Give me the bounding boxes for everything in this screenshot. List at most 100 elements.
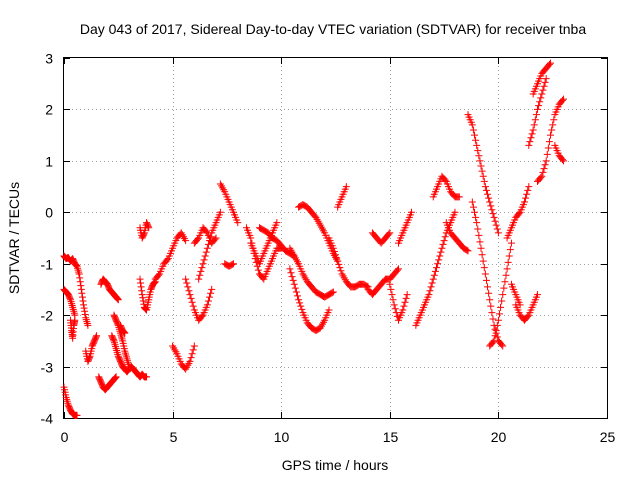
- data-point: [560, 157, 568, 165]
- data-point-interp: [189, 346, 197, 354]
- data-point-interp: [493, 321, 501, 329]
- data-point: [386, 280, 394, 288]
- data-point-interp: [68, 300, 76, 308]
- data-marks: [60, 59, 568, 419]
- data-point-interp: [478, 167, 486, 175]
- data-point: [212, 234, 220, 242]
- data-point: [186, 291, 194, 299]
- axis-ticks: [64, 58, 608, 419]
- data-point-interp: [83, 318, 91, 326]
- data-point: [295, 296, 303, 304]
- series-arc04: [67, 316, 79, 342]
- data-point-interp: [336, 264, 344, 272]
- data-point-interp: [337, 267, 345, 275]
- x-tick-label: 15: [383, 429, 399, 445]
- data-point-interp: [491, 325, 499, 333]
- data-point-interp: [500, 284, 508, 292]
- data-point-interp: [113, 347, 121, 354]
- x-tick-labels: 0 5 10 15 20 25: [61, 429, 616, 445]
- data-point-interp: [363, 282, 371, 290]
- data-point-interp: [333, 254, 341, 262]
- series-arc09: [108, 332, 151, 381]
- data-point-interp: [426, 287, 434, 295]
- series-arc01: [60, 383, 81, 419]
- series-arc12: [136, 219, 153, 242]
- data-point-interp: [287, 269, 295, 277]
- data-point: [538, 172, 546, 180]
- data-point-interp: [111, 341, 119, 349]
- data-point: [73, 411, 81, 419]
- data-point-interp: [475, 231, 483, 239]
- data-point: [438, 244, 446, 252]
- data-point-interp: [400, 302, 408, 310]
- data-point-interp: [491, 332, 499, 340]
- data-point-interp: [488, 309, 496, 317]
- data-point-interp: [431, 267, 439, 275]
- data-point-interp: [487, 202, 495, 210]
- data-point-interp: [66, 294, 74, 302]
- data-point-interp: [393, 266, 401, 274]
- data-point-interp: [254, 266, 262, 274]
- data-point: [325, 306, 333, 314]
- data-point-interp: [80, 304, 88, 312]
- data-point: [499, 342, 507, 350]
- data-point-interp: [522, 194, 530, 202]
- data-point: [182, 237, 190, 245]
- data-point: [468, 121, 476, 129]
- data-point: [499, 291, 507, 299]
- data-point-interp: [480, 264, 488, 272]
- data-point-interp: [484, 190, 492, 198]
- data-point: [403, 291, 411, 299]
- data-point-interp: [185, 287, 193, 295]
- data-point-interp: [471, 208, 479, 216]
- data-point: [329, 244, 337, 252]
- data-point-interp: [72, 261, 80, 269]
- data-point-interp: [506, 246, 514, 254]
- series-arc31: [386, 280, 411, 324]
- data-point-interp: [491, 217, 499, 225]
- data-point-interp: [543, 150, 551, 158]
- data-point-interp: [140, 230, 148, 238]
- series-arc08: [97, 275, 122, 304]
- data-point-interp: [76, 274, 84, 282]
- data-point-interp: [441, 233, 449, 241]
- data-point-interp: [78, 293, 86, 301]
- series-arc19: [216, 180, 242, 227]
- y-tick-label: 1: [45, 154, 53, 170]
- data-point: [80, 301, 88, 309]
- data-point-interp: [69, 305, 77, 313]
- data-point: [203, 301, 211, 309]
- data-point-interp: [293, 292, 301, 300]
- data-point: [208, 285, 216, 293]
- data-point: [408, 208, 416, 216]
- data-point-interp: [189, 302, 197, 310]
- data-point: [195, 275, 203, 283]
- data-point-interp: [476, 238, 484, 246]
- data-point: [114, 296, 122, 304]
- data-point-interp: [498, 341, 506, 349]
- data-point: [477, 162, 485, 170]
- data-point-interp: [138, 287, 146, 295]
- data-point: [538, 90, 546, 98]
- data-point-interp: [535, 102, 543, 110]
- series-arc03: [60, 285, 79, 319]
- data-point-interp: [183, 279, 191, 287]
- data-point-interp: [122, 353, 130, 361]
- data-point-interp: [498, 297, 506, 305]
- data-point-interp: [120, 329, 128, 336]
- data-point-interp: [291, 284, 299, 292]
- series-arc07: [95, 373, 120, 394]
- y-tick-label: -1: [41, 257, 54, 273]
- data-point-interp: [489, 210, 497, 218]
- data-point: [547, 59, 555, 67]
- data-point-interp: [207, 289, 215, 297]
- series-arc38: [486, 239, 515, 350]
- series-arc27: [325, 234, 372, 291]
- data-point-interp: [207, 233, 215, 241]
- data-point-interp: [479, 257, 487, 265]
- series-arc39: [503, 183, 533, 242]
- data-point-interp: [437, 248, 445, 256]
- data-point-interp: [549, 121, 557, 129]
- data-point-interp: [113, 294, 121, 302]
- data-point: [547, 131, 555, 139]
